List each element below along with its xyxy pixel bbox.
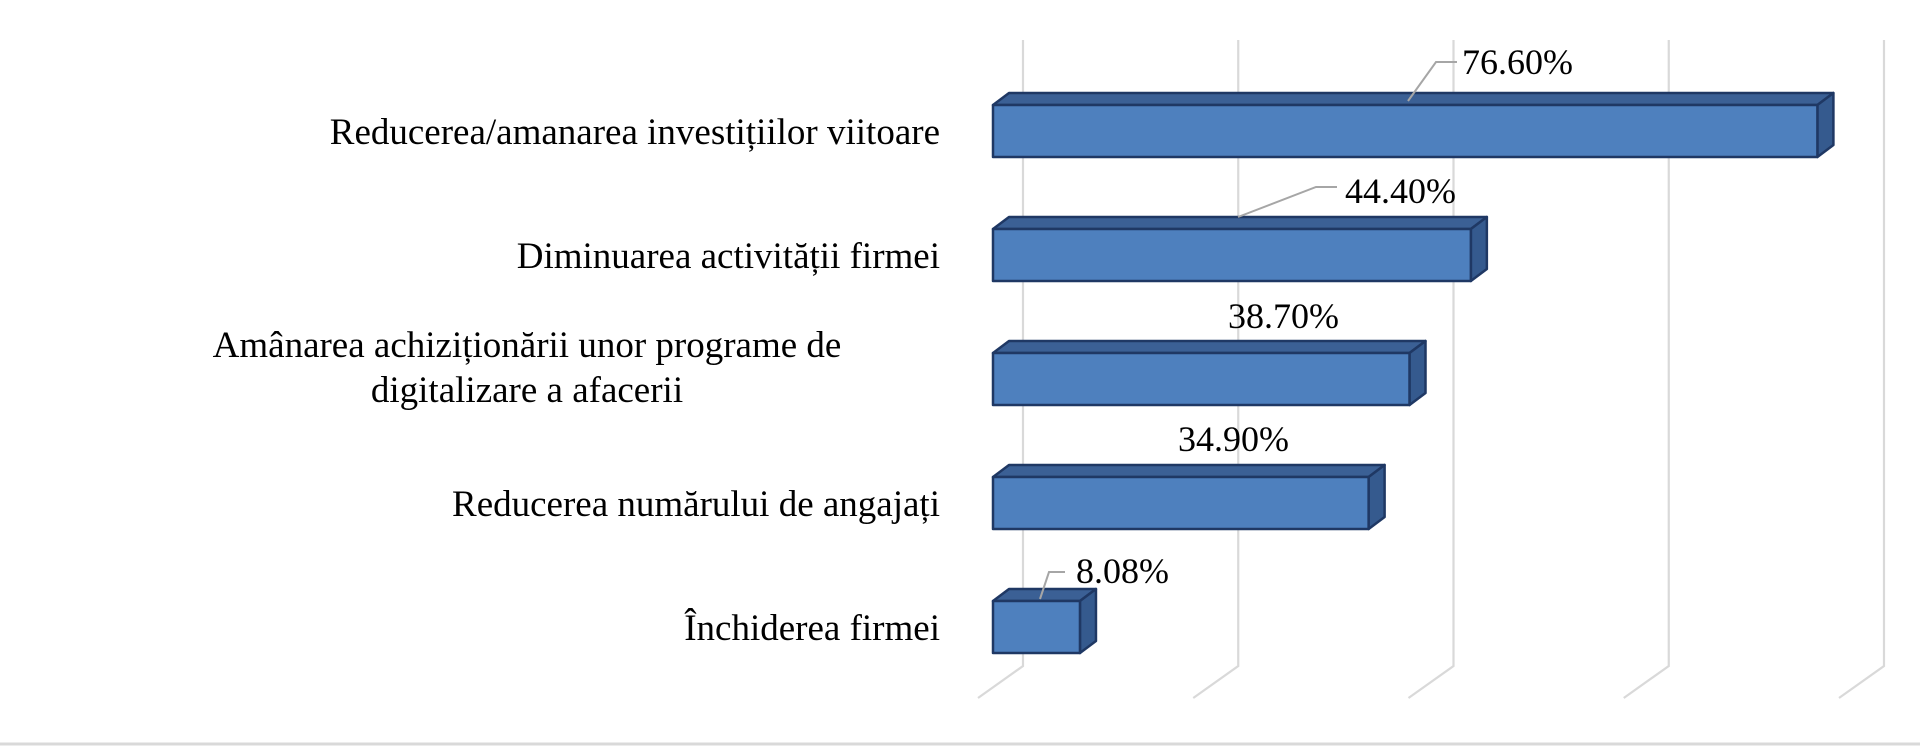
bar-top-face — [991, 463, 1386, 479]
bar — [991, 351, 1411, 407]
bar-side-face — [1816, 91, 1835, 159]
value-label: 8.08% — [1076, 551, 1169, 591]
category-label: Reducerea/amanarea investițiilor viitoar… — [330, 112, 940, 153]
category-label: Închiderea firmei — [684, 607, 940, 649]
category-label: Reducerea numărului de angajați — [452, 484, 940, 525]
bar — [991, 227, 1473, 283]
bar-side-face — [1469, 215, 1489, 283]
bar-side-face — [1078, 587, 1098, 655]
leader-line — [1039, 571, 1065, 600]
bar — [991, 103, 1819, 159]
value-label: 38.70% — [1228, 296, 1339, 336]
bar-top-face — [991, 215, 1489, 231]
leader-line — [1407, 61, 1457, 102]
bar-side-face — [1367, 463, 1386, 531]
value-label: 44.40% — [1345, 171, 1456, 211]
bar — [991, 599, 1082, 655]
gridline — [1838, 40, 1886, 699]
value-label: 34.90% — [1178, 419, 1289, 459]
category-label: Amânarea achiziționării unor programe de — [213, 325, 842, 366]
gridline — [1623, 40, 1670, 699]
leader-line — [1237, 186, 1337, 218]
bar-top-face — [991, 339, 1427, 355]
bar-side-face — [1408, 339, 1427, 407]
value-label: 76.60% — [1462, 42, 1573, 82]
category-label: Diminuarea activității firmei — [517, 236, 940, 277]
bar — [991, 475, 1370, 531]
category-label: digitalizare a afacerii — [371, 370, 683, 411]
